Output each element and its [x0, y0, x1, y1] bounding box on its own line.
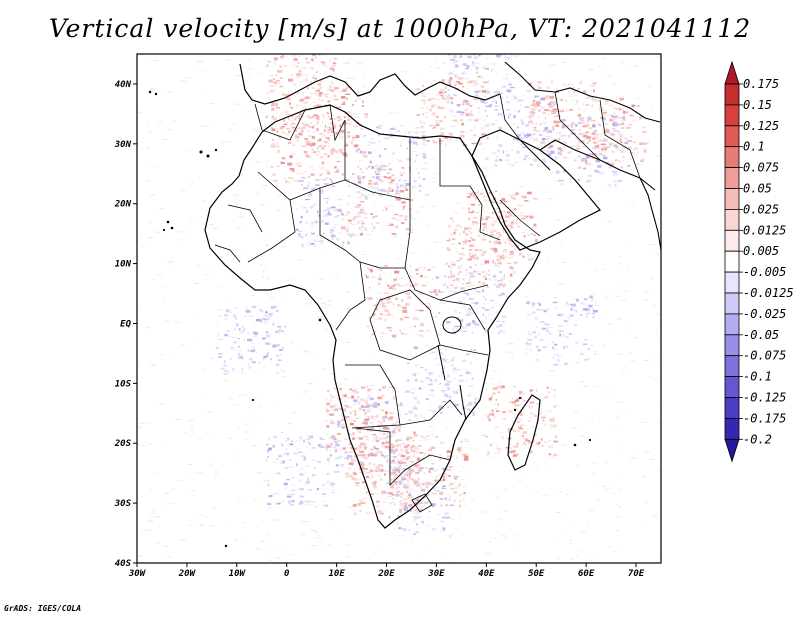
- vertical-velocity-field: [137, 54, 661, 563]
- lat-tick-label: 40N: [115, 80, 132, 90]
- lat-tick-label: 10S: [115, 379, 132, 389]
- country-borders: [214, 91, 641, 513]
- colorbar: 0.175 0.15 0.125 0.1 0.075 0.05 0.025 0.0125 0.0…: [724, 60, 794, 463]
- colorbar-label: 0.125: [743, 119, 779, 133]
- colorbar-swatch: [724, 83, 740, 106]
- lon-tick-label: 10E: [328, 569, 345, 579]
- atlantic-islands: [148, 90, 592, 548]
- colorbar-swatch: [724, 125, 740, 148]
- lat-tick-label: 30N: [114, 140, 132, 150]
- colorbar-swatch: [724, 397, 740, 419]
- lon-tick-label: 60E: [578, 569, 595, 579]
- arabia-outline: [471, 129, 601, 251]
- colorbar-label: 0.075: [743, 161, 779, 175]
- lat-tick-label: 20N: [114, 200, 132, 210]
- colorbar-swatch: [724, 250, 740, 273]
- colorbar-label: 0.025: [743, 202, 779, 216]
- colorbar-swatch: [724, 417, 740, 440]
- lon-tick-label: 30W: [128, 569, 147, 579]
- lake-tanganyika: [437, 344, 446, 381]
- lon-tick-label: 50E: [528, 569, 545, 579]
- india-coast: [639, 177, 661, 251]
- lake-victoria: [442, 316, 462, 334]
- colorbar-swatch: [724, 376, 740, 398]
- lat-tick-label: 40S: [115, 559, 132, 569]
- colorbar-swatch: [724, 146, 740, 168]
- colorbar-label: -0.025: [743, 307, 786, 321]
- lon-tick-label: 20E: [377, 569, 395, 579]
- colorbar-top-arrow: [724, 60, 740, 85]
- plot-frame: [136, 53, 662, 564]
- plot-area: [137, 54, 661, 563]
- colorbar-label: 0.175: [743, 77, 779, 91]
- colorbar-swatch: [724, 271, 740, 294]
- colorbar-label: 0.005: [743, 244, 779, 258]
- colorbar-swatch: [724, 104, 740, 127]
- colorbar-label: -0.0125: [743, 286, 794, 300]
- colorbar-swatch: [724, 334, 740, 357]
- colorbar-swatch: [724, 167, 740, 189]
- chart-title: Vertical velocity [m/s] at 1000hPa, VT: …: [48, 14, 752, 43]
- colorbar-label: -0.2: [743, 432, 772, 446]
- colorbar-swatch: [724, 188, 740, 210]
- lat-tick-label: 10N: [115, 260, 132, 270]
- colorbar-swatch: [724, 229, 740, 252]
- colorbar-swatch: [724, 292, 740, 315]
- colorbar-label: 0.15: [743, 98, 772, 112]
- colorbar-label: -0.175: [743, 411, 786, 425]
- colorbar-swatch: [724, 208, 740, 231]
- lon-tick-label: 40E: [478, 569, 495, 579]
- colorbar-label: -0.005: [743, 265, 786, 279]
- grads-credit: GrADS: IGES/COLA: [4, 604, 82, 613]
- colorbar-label: 0.0125: [743, 223, 786, 237]
- lat-tick-label: 20S: [114, 439, 132, 449]
- colorbar-swatch: [724, 355, 740, 378]
- madagascar-outline: [507, 394, 541, 471]
- lon-tick-label: 0: [284, 569, 290, 579]
- colorbar-label: -0.1: [743, 370, 772, 384]
- colorbar-label: -0.075: [743, 349, 786, 363]
- colorbar-swatch: [724, 313, 740, 336]
- lon-tick-label: 10W: [229, 569, 247, 579]
- axes: 30W 20W 10W 0 10E 20E 30E 40E 50E 60E 70E 40S 30S 20S…: [114, 80, 645, 579]
- colorbar-label: 0.05: [743, 182, 772, 196]
- africa-coastline: [204, 104, 541, 529]
- colorbar-label: -0.125: [743, 391, 786, 405]
- lon-tick-label: 70E: [628, 569, 645, 579]
- colorbar-bottom-arrow: [724, 438, 740, 463]
- colorbar-label: 0.1: [743, 140, 765, 154]
- lat-tick-label: 30S: [114, 499, 132, 509]
- colorbar-label: -0.05: [743, 328, 779, 342]
- persian-gulf-coast: [519, 139, 551, 171]
- lat-tick-label: EQ: [120, 319, 131, 329]
- europe-coastline: [239, 63, 501, 105]
- lake-malawi: [459, 384, 467, 421]
- lon-tick-label: 20W: [178, 569, 197, 579]
- caspian-coast: [504, 61, 661, 123]
- lon-tick-label: 30E: [427, 569, 445, 579]
